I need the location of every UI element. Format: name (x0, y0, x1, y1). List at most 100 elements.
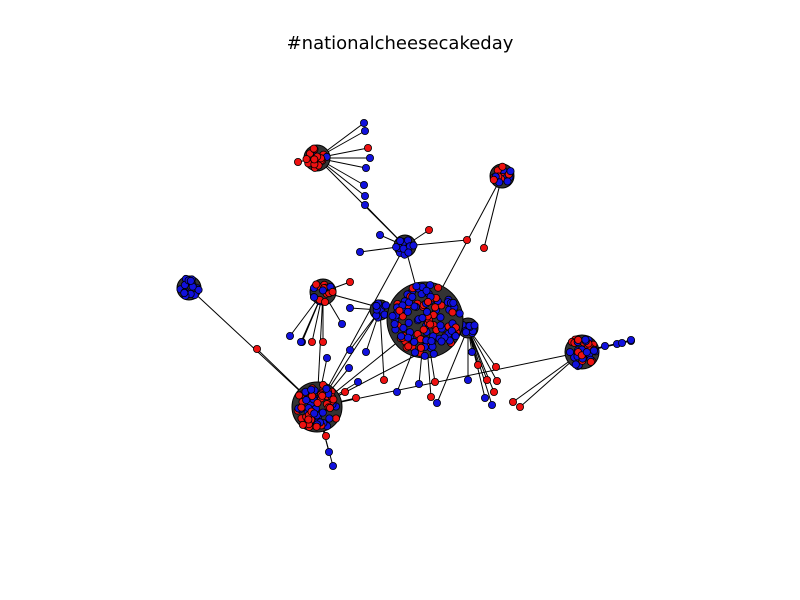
blue-node (318, 408, 327, 417)
red-node (363, 143, 372, 152)
red-node (462, 235, 471, 244)
red-node (318, 337, 327, 346)
blue-node (345, 303, 354, 312)
red-node (313, 398, 322, 407)
red-node (395, 306, 404, 315)
red-node (331, 414, 340, 423)
blue-node (627, 335, 636, 344)
blue-node (432, 398, 441, 407)
blue-node (437, 337, 446, 346)
blue-node (410, 337, 419, 346)
red-node (489, 387, 498, 396)
blue-node (404, 318, 413, 327)
blue-node (409, 241, 418, 250)
graph-edge (316, 351, 583, 408)
blue-node (307, 385, 316, 394)
blue-node (285, 331, 294, 340)
red-node (345, 277, 354, 286)
blue-node (361, 347, 370, 356)
red-node (473, 360, 482, 369)
blue-node (365, 153, 374, 162)
blue-node (180, 288, 189, 297)
red-node (431, 303, 440, 312)
graph-edge (379, 309, 385, 381)
blue-node (451, 332, 460, 341)
blue-node (344, 363, 353, 372)
blue-node (404, 248, 413, 257)
blue-node (455, 309, 464, 318)
blue-node (355, 247, 364, 256)
red-node (318, 391, 327, 400)
blue-node (449, 298, 458, 307)
red-node (489, 175, 498, 184)
red-node (309, 144, 318, 153)
red-node (328, 287, 337, 296)
blue-node (353, 377, 362, 386)
blue-node (426, 281, 435, 290)
graph-edge (436, 327, 469, 404)
blue-node (325, 414, 334, 423)
graph-edge (188, 287, 318, 408)
blue-node (467, 347, 476, 356)
red-node (508, 397, 517, 406)
red-node (379, 375, 388, 384)
blue-node (403, 307, 412, 316)
blue-node (601, 341, 610, 350)
blue-node (302, 396, 311, 405)
red-node (351, 393, 360, 402)
blue-node (318, 286, 327, 295)
red-node (479, 243, 488, 252)
red-node (312, 422, 321, 431)
blue-node (429, 349, 438, 358)
blue-node (345, 345, 354, 354)
blue-node (480, 393, 489, 402)
blue-node (412, 282, 421, 291)
blue-node (322, 353, 331, 362)
red-node (320, 297, 329, 306)
blue-node (506, 167, 515, 176)
blue-node (422, 286, 431, 295)
blue-node (397, 332, 406, 341)
blue-node (392, 387, 401, 396)
blue-node (392, 243, 401, 252)
red-node (498, 162, 507, 171)
red-node (586, 357, 595, 366)
blue-node (296, 337, 305, 346)
blue-node (427, 337, 436, 346)
red-node (293, 157, 302, 166)
blue-node (186, 276, 195, 285)
blue-node (310, 293, 319, 302)
blue-node (361, 163, 370, 172)
red-node (312, 280, 321, 289)
red-node (252, 344, 261, 353)
red-node (321, 431, 330, 440)
blue-node (372, 301, 381, 310)
blue-node (324, 447, 333, 456)
blue-node (470, 321, 479, 330)
blue-node (399, 323, 408, 332)
blue-node (422, 307, 431, 316)
blue-node (461, 328, 470, 337)
blue-node (420, 351, 429, 360)
red-node (423, 297, 432, 306)
blue-node (388, 312, 397, 321)
red-node (574, 335, 583, 344)
blue-node (360, 191, 369, 200)
blue-node (618, 338, 627, 347)
red-node (491, 362, 500, 371)
red-node (329, 395, 338, 404)
red-node (307, 337, 316, 346)
blue-node (337, 319, 346, 328)
blue-node (359, 180, 368, 189)
blue-node (390, 319, 399, 328)
red-node (516, 402, 525, 411)
blue-node (310, 409, 319, 418)
blue-node (360, 127, 369, 136)
red-node (304, 415, 313, 424)
blue-node (581, 335, 590, 344)
blue-node (463, 375, 472, 384)
blue-node (566, 348, 575, 357)
blue-node (503, 177, 512, 186)
red-node (482, 375, 491, 384)
blue-node (487, 400, 496, 409)
